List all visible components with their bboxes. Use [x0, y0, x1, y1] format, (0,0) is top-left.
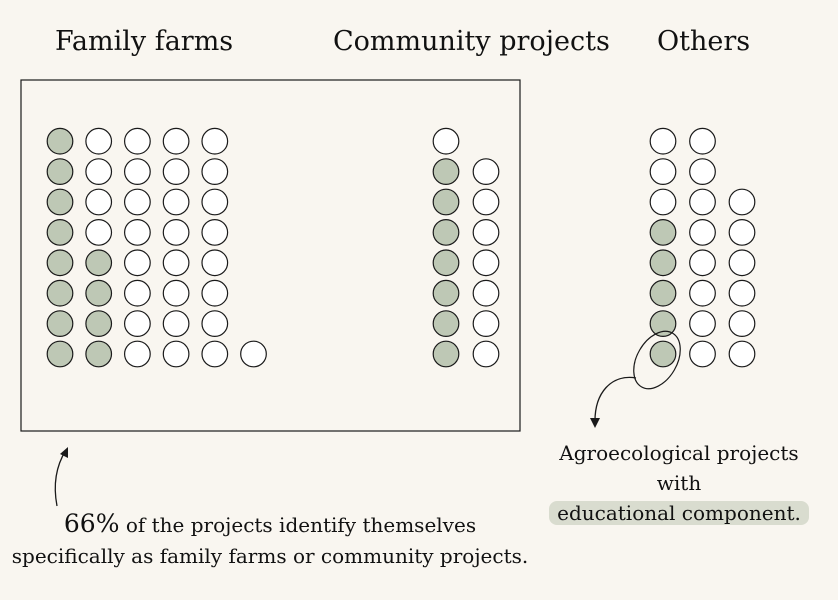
dot-g0-c3-r5 — [162, 188, 190, 216]
dot-g2-c2-r4 — [728, 218, 756, 246]
caption-arrow-head-icon — [60, 447, 68, 458]
dot-g2-c2-r3 — [728, 249, 756, 277]
dot-highlighted-g1-c0-r2 — [432, 279, 460, 307]
dot-highlighted-g1-c0-r6 — [432, 158, 460, 186]
dot-g0-c1-r5 — [85, 188, 113, 216]
dot-g1-c1-r4 — [472, 218, 500, 246]
dot-highlighted-g2-c0-r4 — [649, 218, 677, 246]
caption-line2: specifically as family farms or communit… — [11, 544, 529, 568]
dot-highlighted-g0-c0-r6 — [46, 158, 74, 186]
annotation-ellipse — [633, 330, 681, 390]
dot-g2-c2-r2 — [728, 279, 756, 307]
dot-highlighted-g1-c0-r3 — [432, 249, 460, 277]
note-line1: Agroecological projects with — [559, 441, 799, 495]
dot-g0-c4-r5 — [201, 188, 229, 216]
dot-g0-c4-r6 — [201, 158, 229, 186]
dot-g2-c1-r5 — [689, 188, 716, 216]
dot-highlighted-g2-c0-r0 — [649, 340, 677, 368]
dot-highlighted-g0-c0-r0 — [46, 340, 74, 368]
dot-highlighted-g2-c0-r2 — [649, 279, 677, 307]
dot-highlighted-g0-c0-r5 — [46, 188, 74, 216]
dot-g0-c3-r6 — [162, 158, 190, 186]
caption: 66% of the projects identify themselves … — [0, 508, 540, 572]
dot-g0-c4-r2 — [201, 279, 229, 307]
dot-highlighted-g0-c1-r1 — [85, 310, 113, 338]
dot-g0-c2-r4 — [123, 218, 151, 246]
dot-g0-c5-r0 — [240, 340, 267, 368]
dot-highlighted-g0-c1-r2 — [85, 279, 113, 307]
dot-g0-c3-r1 — [162, 310, 190, 338]
dot-g2-c1-r6 — [689, 158, 716, 186]
dot-g0-c3-r0 — [162, 340, 190, 368]
group-title-family-farms: Family farms — [55, 26, 234, 57]
dot-g1-c1-r2 — [472, 279, 500, 307]
dot-g0-c3-r4 — [162, 218, 190, 246]
dot-g1-c1-r5 — [472, 188, 500, 216]
dot-highlighted-g0-c0-r4 — [46, 218, 74, 246]
note-line2: educational component. — [549, 501, 809, 525]
dot-g2-c0-r7 — [649, 127, 677, 155]
dot-g0-c2-r6 — [123, 158, 151, 186]
dot-g0-c2-r7 — [123, 127, 151, 155]
dot-highlighted-g0-c0-r1 — [46, 310, 74, 338]
dot-g0-c2-r3 — [123, 249, 151, 277]
dot-g0-c4-r1 — [201, 310, 229, 338]
note-arrow — [594, 376, 637, 425]
dot-g0-c3-r7 — [162, 127, 190, 155]
dot-g2-c1-r7 — [689, 127, 716, 155]
dot-g0-c2-r0 — [123, 340, 151, 368]
dot-g2-c0-r6 — [649, 158, 677, 186]
dot-g2-c2-r0 — [728, 340, 756, 368]
caption-line1: of the projects identify themselves — [119, 513, 477, 537]
dot-g2-c1-r1 — [689, 310, 716, 338]
dot-g0-c3-r2 — [162, 279, 190, 307]
dot-g2-c2-r1 — [728, 310, 756, 338]
dot-g1-c1-r3 — [472, 249, 500, 277]
dot-highlighted-g2-c0-r3 — [649, 249, 677, 277]
note-arrow-head-icon — [590, 418, 600, 428]
dot-g1-c1-r1 — [472, 310, 500, 338]
dot-highlighted-g0-c0-r3 — [46, 249, 74, 277]
dot-g0-c2-r1 — [123, 310, 151, 338]
dot-highlighted-g2-c0-r1 — [649, 310, 677, 338]
dot-g1-c1-r6 — [472, 158, 500, 186]
dot-g0-c2-r5 — [123, 188, 151, 216]
dot-g1-c1-r0 — [472, 340, 500, 368]
dot-g1-c0-r7 — [432, 127, 460, 155]
dot-highlighted-g1-c0-r5 — [432, 188, 460, 216]
caption-percent: 66% — [63, 509, 120, 538]
annotation-note: Agroecological projects with educational… — [534, 438, 824, 528]
family-community-box — [20, 79, 521, 432]
group-title-community-projects: Community projects — [333, 26, 610, 57]
dot-highlighted-g0-c1-r3 — [85, 249, 113, 277]
dot-g2-c1-r4 — [689, 218, 716, 246]
dot-g2-c0-r5 — [649, 188, 677, 216]
dot-g2-c2-r5 — [728, 188, 756, 216]
dot-highlighted-g0-c0-r7 — [46, 127, 74, 155]
dot-g2-c1-r3 — [689, 249, 716, 277]
dot-g0-c4-r0 — [201, 340, 229, 368]
dot-highlighted-g0-c1-r0 — [85, 340, 113, 368]
dot-g2-c1-r0 — [689, 340, 716, 368]
dot-highlighted-g1-c0-r1 — [432, 310, 460, 338]
group-title-others: Others — [657, 26, 751, 57]
dot-g0-c2-r2 — [123, 279, 151, 307]
dot-g0-c4-r3 — [201, 249, 229, 277]
dot-g2-c1-r2 — [689, 279, 716, 307]
dot-g0-c4-r7 — [201, 127, 229, 155]
dot-highlighted-g1-c0-r0 — [432, 340, 460, 368]
dot-highlighted-g0-c0-r2 — [46, 279, 74, 307]
dot-g0-c3-r3 — [162, 249, 190, 277]
dot-g0-c1-r7 — [85, 127, 113, 155]
dot-g0-c1-r6 — [85, 158, 113, 186]
dot-highlighted-g1-c0-r4 — [432, 218, 460, 246]
dot-g0-c1-r4 — [85, 218, 113, 246]
caption-arrow — [54, 449, 67, 507]
dot-g0-c4-r4 — [201, 218, 229, 246]
